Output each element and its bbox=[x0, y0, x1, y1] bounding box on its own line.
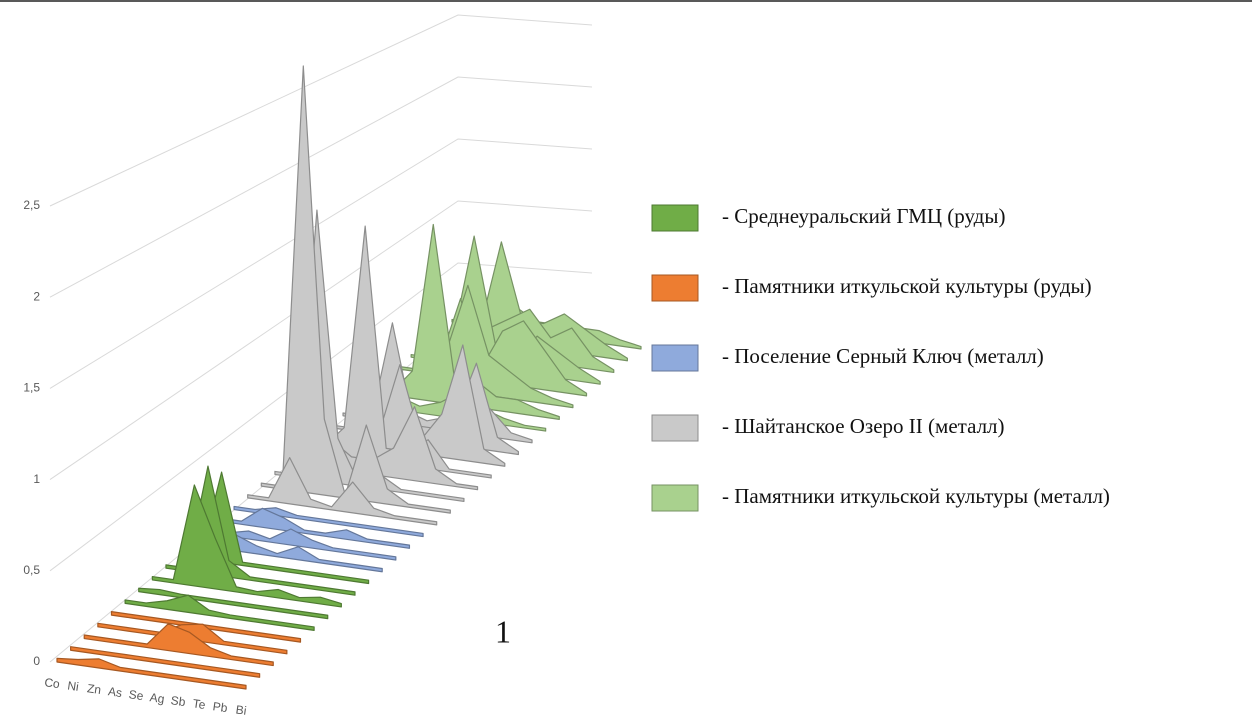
x-tick-label: As bbox=[107, 684, 123, 700]
ridge bbox=[206, 528, 397, 561]
grid-line bbox=[49, 14, 593, 207]
ridge bbox=[233, 505, 424, 538]
ridge bbox=[70, 646, 261, 678]
legend-swatch bbox=[651, 344, 699, 372]
y-tick-label: 2 bbox=[33, 289, 40, 303]
y-tick-label: 0,5 bbox=[23, 563, 40, 577]
ridge bbox=[260, 65, 451, 514]
legend-swatch bbox=[651, 414, 699, 442]
legend-label: - Шайтанское Озеро II (металл) bbox=[722, 414, 1005, 438]
grid-line bbox=[49, 262, 593, 572]
ridge bbox=[247, 457, 438, 526]
y-tick-label: 1 bbox=[33, 472, 40, 486]
grid-line bbox=[49, 138, 593, 389]
legend-swatch bbox=[651, 274, 699, 302]
legend-label: - Среднеуральский ГМЦ (руды) bbox=[722, 204, 1005, 228]
x-tick-label: Se bbox=[128, 687, 145, 703]
legend-label: - Памятники иткульской культуры (руды) bbox=[722, 274, 1092, 298]
x-tick-label: Bi bbox=[235, 703, 248, 715]
y-tick-label: 1,5 bbox=[23, 381, 40, 395]
grid-line bbox=[49, 76, 593, 298]
ridge bbox=[83, 623, 274, 667]
annotation: 1 bbox=[495, 613, 511, 649]
x-tick-label: Ni bbox=[67, 678, 80, 693]
legend-label: - Поселение Серный Ключ (металл) bbox=[722, 344, 1044, 368]
x-tick-label: Ag bbox=[149, 690, 165, 706]
x-tick-label: Sb bbox=[170, 693, 187, 709]
ridge bbox=[192, 533, 383, 573]
x-tick-label: Zn bbox=[86, 681, 102, 697]
ridge bbox=[369, 223, 560, 420]
y-tick-label: 0 bbox=[33, 654, 40, 668]
legend-swatch bbox=[651, 484, 699, 512]
ridge bbox=[124, 594, 315, 631]
x-tick-label: Te bbox=[192, 696, 207, 712]
y-tick-label: 2,5 bbox=[23, 198, 40, 212]
ridge bbox=[56, 657, 247, 690]
ridge bbox=[151, 484, 342, 608]
grid-line bbox=[49, 200, 593, 481]
x-tick-label: Pb bbox=[212, 699, 229, 715]
x-tick-label: Co bbox=[44, 675, 61, 691]
legend-swatch bbox=[651, 204, 699, 232]
legend-label: - Памятники иткульской культуры (металл) bbox=[722, 484, 1110, 508]
ridge bbox=[219, 507, 411, 549]
